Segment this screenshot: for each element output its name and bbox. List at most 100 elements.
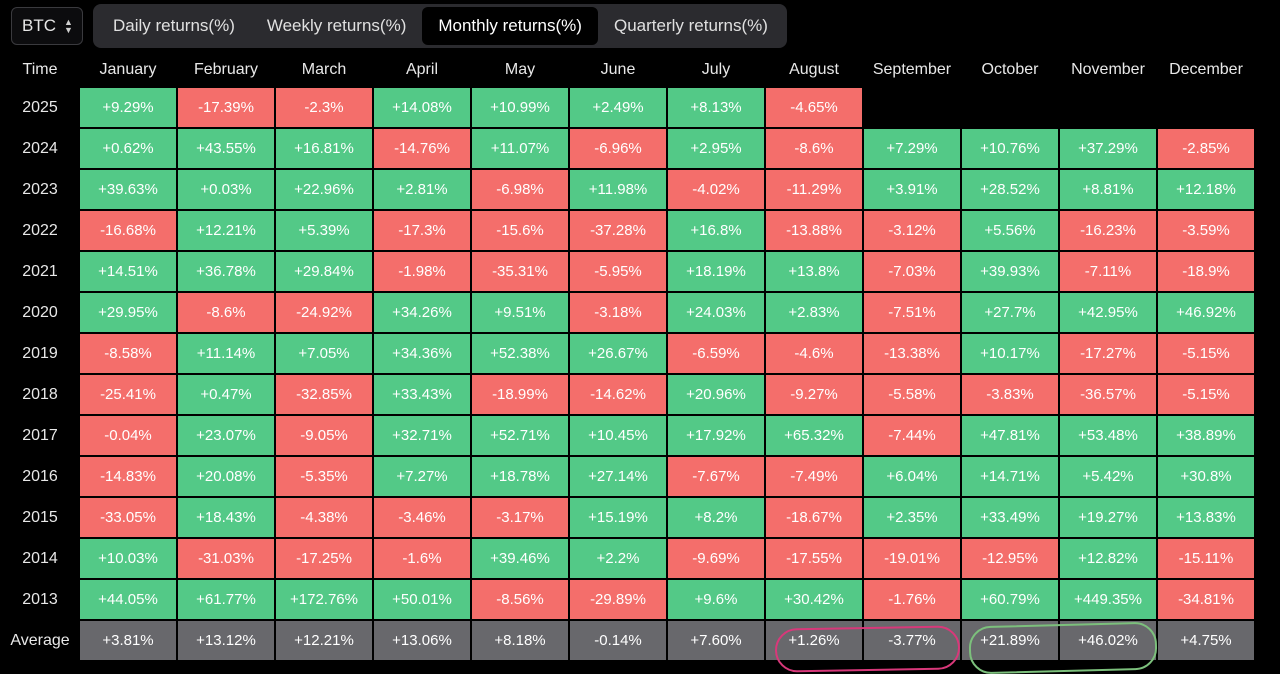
average-cell: +21.89% (962, 621, 1058, 660)
return-cell: +10.99% (472, 88, 568, 127)
return-cell: -7.67% (668, 457, 764, 496)
empty-cell (864, 88, 960, 127)
return-cell: +13.8% (766, 252, 862, 291)
return-cell: -1.76% (864, 580, 960, 619)
return-cell: -9.27% (766, 375, 862, 414)
return-cell: +8.81% (1060, 170, 1156, 209)
return-cell: +9.51% (472, 293, 568, 332)
return-cell: -4.65% (766, 88, 862, 127)
year-cell: 2023 (22, 180, 58, 198)
month-header-april: April (405, 61, 438, 78)
return-cell: +9.29% (80, 88, 176, 127)
average-cell: +12.21% (276, 621, 372, 660)
return-cell: -3.12% (864, 211, 960, 250)
return-cell: +26.67% (570, 334, 666, 373)
tab-weekly-returns[interactable]: Weekly returns(%) (266, 16, 407, 35)
return-cell: -17.3% (374, 211, 470, 250)
return-cell: +43.55% (178, 129, 274, 168)
return-cell: -29.89% (570, 580, 666, 619)
return-cell: -37.28% (570, 211, 666, 250)
return-cell: +14.51% (80, 252, 176, 291)
return-cell: -2.3% (276, 88, 372, 127)
return-cell: +11.98% (570, 170, 666, 209)
average-cell: +3.81% (80, 621, 176, 660)
tab-daily-returns[interactable]: Daily returns(%) (113, 16, 235, 35)
year-cell: 2016 (22, 467, 58, 485)
return-cell: +47.81% (962, 416, 1058, 455)
month-header-march: March (301, 61, 347, 78)
return-cell: +61.77% (178, 580, 274, 619)
return-cell: +44.05% (80, 580, 176, 619)
return-cell: +5.56% (962, 211, 1058, 250)
return-cell: -7.51% (864, 293, 960, 332)
average-cell: +1.26% (766, 621, 862, 660)
return-cell: +10.45% (570, 416, 666, 455)
return-cell: -3.46% (374, 498, 470, 537)
return-cell: +5.42% (1060, 457, 1156, 496)
return-cell: +11.07% (472, 129, 568, 168)
return-cell: -8.6% (178, 293, 274, 332)
month-header-may: May (504, 61, 536, 78)
month-header-june: June (600, 61, 636, 78)
return-cell: +29.84% (276, 252, 372, 291)
return-cell: +18.19% (668, 252, 764, 291)
return-cell: +16.8% (668, 211, 764, 250)
return-cell: -11.29% (766, 170, 862, 209)
return-cell: +8.13% (668, 88, 764, 127)
return-cell: +33.49% (962, 498, 1058, 537)
return-cell: +37.29% (1060, 129, 1156, 168)
return-cell: -24.92% (276, 293, 372, 332)
return-cell: +7.29% (864, 129, 960, 168)
return-cell: -6.96% (570, 129, 666, 168)
table-row: 2013 +44.05% +61.77% +172.76% +50.01% -8.56% -… (2, 580, 1254, 619)
return-cell: +34.36% (374, 334, 470, 373)
return-cell: -3.18% (570, 293, 666, 332)
return-cell: +10.17% (962, 334, 1058, 373)
return-cell: +0.47% (178, 375, 274, 414)
return-cell: +6.04% (864, 457, 960, 496)
month-header-september: September (872, 61, 952, 78)
return-cell: +172.76% (276, 580, 372, 619)
return-cell: -18.99% (472, 375, 568, 414)
month-header-july: July (701, 61, 731, 78)
average-cell: -3.77% (864, 621, 960, 660)
table-row: 2018 -25.41% +0.47% -32.85% +33.43% -18.99% -1… (2, 375, 1254, 414)
average-row: Average +3.81% +13.12% +12.21% +13.06% +8.18%… (2, 621, 1254, 660)
return-cell: +2.83% (766, 293, 862, 332)
return-cell: +33.43% (374, 375, 470, 414)
return-cell: +32.71% (374, 416, 470, 455)
table-row: 2022 -16.68% +12.21% +5.39% -17.3% -15.6% -37.… (2, 211, 1254, 250)
return-cell: -7.49% (766, 457, 862, 496)
return-cell: -4.6% (766, 334, 862, 373)
return-cell: -14.83% (80, 457, 176, 496)
return-cell: -1.6% (374, 539, 470, 578)
return-cell: +39.93% (962, 252, 1058, 291)
tab-quarterly-returns[interactable]: Quarterly returns(%) (613, 16, 768, 35)
table-row: 2025 +9.29% -17.39% -2.3% +14.08% +10.99% +2.4… (2, 88, 1254, 127)
asset-selector[interactable]: BTC ▲ ▼ (11, 7, 83, 45)
return-cell: +8.2% (668, 498, 764, 537)
return-cell: +19.27% (1060, 498, 1156, 537)
return-cell: -17.27% (1060, 334, 1156, 373)
return-cell: +38.89% (1158, 416, 1254, 455)
table-row: 2019 -8.58% +11.14% +7.05% +34.36% +52.38% +26… (2, 334, 1254, 373)
return-cell: +29.95% (80, 293, 176, 332)
return-cell: +52.38% (472, 334, 568, 373)
empty-cell (962, 88, 1058, 127)
return-cell: -17.39% (178, 88, 274, 127)
return-cell: -31.03% (178, 539, 274, 578)
return-cell: -14.62% (570, 375, 666, 414)
return-cell: -19.01% (864, 539, 960, 578)
return-cell: +39.63% (80, 170, 176, 209)
return-cell: +7.27% (374, 457, 470, 496)
toolbar: BTC ▲ ▼ Daily returns(%) Weekly returns(%… (0, 0, 1280, 54)
return-cell: +22.96% (276, 170, 372, 209)
return-cell: +2.81% (374, 170, 470, 209)
return-cell: -3.17% (472, 498, 568, 537)
return-cell: +10.76% (962, 129, 1058, 168)
tab-monthly-returns[interactable]: Monthly returns(%) (422, 7, 598, 45)
return-cell: -18.67% (766, 498, 862, 537)
return-cell: -8.6% (766, 129, 862, 168)
month-header-december: December (1169, 61, 1243, 78)
return-cell: +3.91% (864, 170, 960, 209)
